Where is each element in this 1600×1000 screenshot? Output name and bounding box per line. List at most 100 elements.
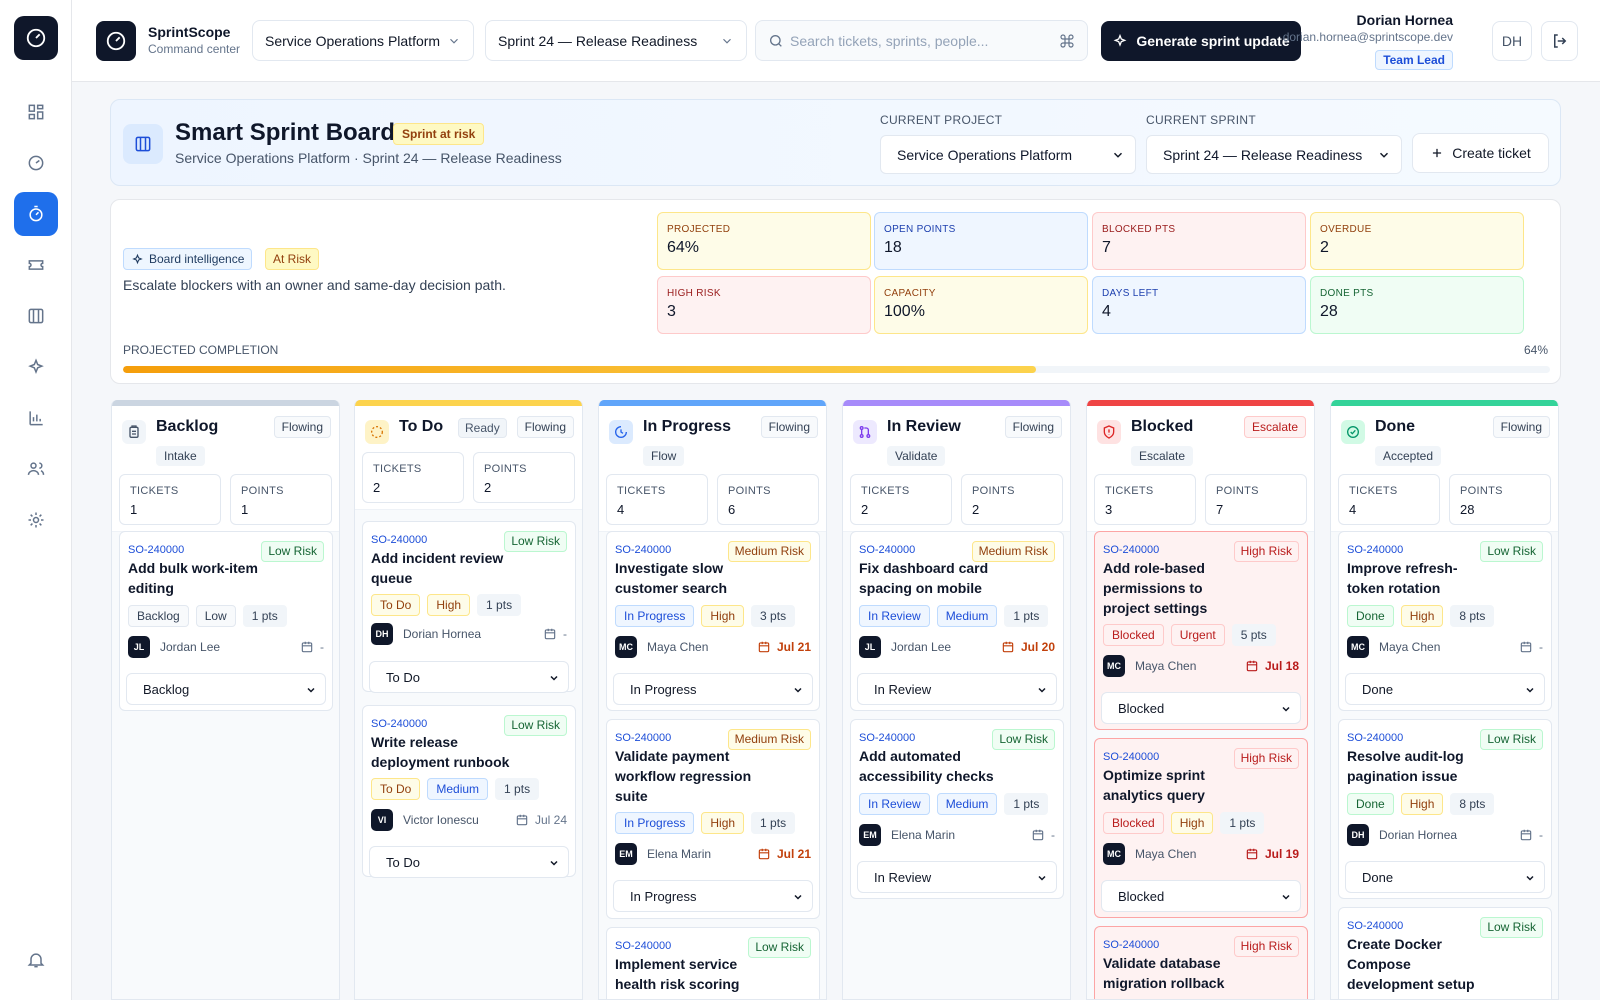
ticket-icon (28, 260, 44, 270)
ticket-card[interactable]: SO-240000 Add role-based permissions to p… (1094, 531, 1308, 730)
user-avatar-button[interactable]: DH (1492, 21, 1532, 61)
ticket-card[interactable]: SO-240000 Improve refresh-token rotation L… (1338, 531, 1552, 711)
nav-ai[interactable] (14, 345, 58, 389)
brand-logo[interactable] (96, 21, 136, 61)
metric-label: BLOCKED PTS (1102, 224, 1176, 235)
ticket-status-select[interactable]: To Do (369, 661, 569, 693)
ticket-id[interactable]: SO-240000 (1347, 732, 1404, 744)
ticket-id[interactable]: SO-240000 (1347, 920, 1404, 932)
status-select-value: To Do (386, 669, 420, 685)
current-project-select[interactable]: Service Operations Platform (880, 135, 1136, 174)
ticket-id[interactable]: SO-240000 (615, 940, 672, 952)
ticket-id[interactable]: SO-240000 (859, 544, 916, 556)
ticket-id[interactable]: SO-240000 (371, 534, 428, 546)
ticket-title[interactable]: Add role-based permissions to project se… (1103, 560, 1208, 616)
logout-button[interactable] (1541, 21, 1578, 61)
logout-icon (1553, 34, 1566, 48)
ticket-id[interactable]: SO-240000 (371, 718, 428, 730)
metric-label: HIGH RISK (667, 288, 721, 299)
nav-tickets[interactable] (14, 243, 58, 287)
ticket-id[interactable]: SO-240000 (859, 732, 916, 744)
ticket-card[interactable]: SO-240000 Implement service health risk s… (606, 927, 820, 999)
chevron-down-icon (550, 675, 558, 681)
ticket-status-select[interactable]: Backlog (126, 673, 326, 705)
generate-sprint-update-button[interactable]: Generate sprint update (1101, 21, 1301, 61)
ticket-title[interactable]: Optimize sprint analytics query (1103, 767, 1205, 803)
ticket-id[interactable]: SO-240000 (128, 544, 185, 556)
tickets-value: 4 (617, 502, 625, 517)
ticket-title[interactable]: Resolve audit-log pagination issue (1347, 748, 1464, 784)
project-select[interactable]: Service Operations Platform (252, 20, 474, 61)
column-header: In Progress Flowing Flow TICKETS 4 POINTS 6 (599, 406, 826, 532)
ticket-status-select[interactable]: In Progress (613, 880, 813, 912)
ticket-title[interactable]: Add bulk work-item editing (128, 560, 258, 596)
ticket-card[interactable]: SO-240000 Add incident review queue Low Ri… (362, 521, 576, 693)
nav-reports[interactable] (14, 396, 58, 440)
nav-dashboard[interactable] (14, 90, 58, 134)
ticket-title[interactable]: Write release deployment runbook (371, 734, 510, 770)
ticket-title[interactable]: Create Docker Compose development setup (1347, 936, 1475, 992)
nav-settings[interactable] (14, 498, 58, 542)
points-value: 1 (241, 502, 249, 517)
ticket-card[interactable]: SO-240000 Investigate slow customer searc… (606, 531, 820, 711)
create-ticket-button[interactable]: Create ticket (1412, 133, 1549, 173)
ticket-status-select[interactable]: To Do (369, 846, 569, 878)
search-input[interactable] (790, 31, 1050, 51)
status-select-value: Blocked (1118, 888, 1165, 904)
assignee-name: Dorian Hornea (403, 627, 482, 641)
column-points-stat: POINTS 7 (1205, 474, 1307, 525)
ticket-id[interactable]: SO-240000 (615, 732, 672, 744)
ticket-chips: Blocked High 1 pts (1103, 812, 1265, 834)
ticket-chip: 1 pts (1004, 793, 1049, 815)
ticket-card[interactable]: SO-240000 Create Docker Compose developme… (1338, 907, 1552, 999)
sparkles-icon (28, 358, 44, 375)
ticket-id[interactable]: SO-240000 (1103, 544, 1160, 556)
nav-notifications[interactable] (14, 940, 58, 980)
ticket-id[interactable]: SO-240000 (1347, 544, 1404, 556)
ticket-status-select[interactable]: Done (1345, 861, 1545, 893)
sparkles-icon (1113, 33, 1127, 47)
ticket-assignee: EM Elena Marin (615, 843, 711, 865)
ticket-id[interactable]: SO-240000 (1103, 939, 1160, 951)
ticket-title[interactable]: Fix dashboard card spacing on mobile (859, 560, 989, 596)
ticket-id[interactable]: SO-240000 (1103, 751, 1160, 763)
ticket-card[interactable]: SO-240000 Validate payment workflow regre… (606, 719, 820, 919)
metric-value: 3 (667, 303, 676, 320)
ticket-title[interactable]: Implement service health risk scoring (615, 956, 740, 992)
nav-overview[interactable] (14, 141, 58, 185)
ticket-status-select[interactable]: Blocked (1101, 692, 1301, 724)
ticket-chips: In Review Medium 1 pts (859, 605, 1049, 627)
progress-clock-icon (615, 426, 627, 438)
ticket-status-select[interactable]: In Review (857, 861, 1057, 893)
ticket-status-select[interactable]: Blocked (1101, 880, 1301, 912)
avatar: DH (371, 623, 393, 645)
ticket-card[interactable]: SO-240000 Optimize sprint analytics query… (1094, 738, 1308, 918)
ticket-card[interactable]: SO-240000 Validate database migration rol… (1094, 926, 1308, 999)
ticket-card[interactable]: SO-240000 Fix dashboard card spacing on m… (850, 531, 1064, 711)
ticket-status-select[interactable]: Done (1345, 673, 1545, 705)
nav-people[interactable] (14, 447, 58, 491)
ticket-card[interactable]: SO-240000 Write release deployment runboo… (362, 705, 576, 878)
current-sprint-select[interactable]: Sprint 24 — Release Readiness (1146, 135, 1402, 174)
ticket-title[interactable]: Validate payment workflow regression sui… (615, 748, 752, 804)
ticket-title[interactable]: Improve refresh-token rotation (1347, 560, 1458, 596)
ticket-id[interactable]: SO-240000 (615, 544, 672, 556)
ticket-card[interactable]: SO-240000 Add automated accessibility che… (850, 719, 1064, 899)
ticket-title[interactable]: Validate database migration rollback (1103, 955, 1225, 991)
ticket-title[interactable]: Investigate slow customer search (615, 560, 728, 596)
ticket-title[interactable]: Add incident review queue (371, 550, 504, 586)
ticket-status-select[interactable]: In Review (857, 673, 1057, 705)
current-sprint-value: Sprint 24 — Release Readiness (1163, 146, 1363, 163)
sprint-select-value: Sprint 24 — Release Readiness (498, 32, 698, 49)
nav-boards[interactable] (14, 294, 58, 338)
pull-request-badge (853, 420, 877, 444)
ticket-status-select[interactable]: In Progress (613, 673, 813, 705)
ticket-assignee: MC Maya Chen (1103, 843, 1196, 865)
ticket-card[interactable]: SO-240000 Resolve audit-log pagination is… (1338, 719, 1552, 899)
points-label: POINTS (241, 485, 284, 497)
sprint-select[interactable]: Sprint 24 — Release Readiness (485, 20, 747, 61)
ticket-card[interactable]: SO-240000 Add bulk work-item editing Low R… (119, 531, 333, 711)
nav-sprint-board[interactable] (14, 192, 58, 236)
ticket-title[interactable]: Add automated accessibility checks (859, 748, 994, 784)
app-logo[interactable] (14, 16, 58, 60)
